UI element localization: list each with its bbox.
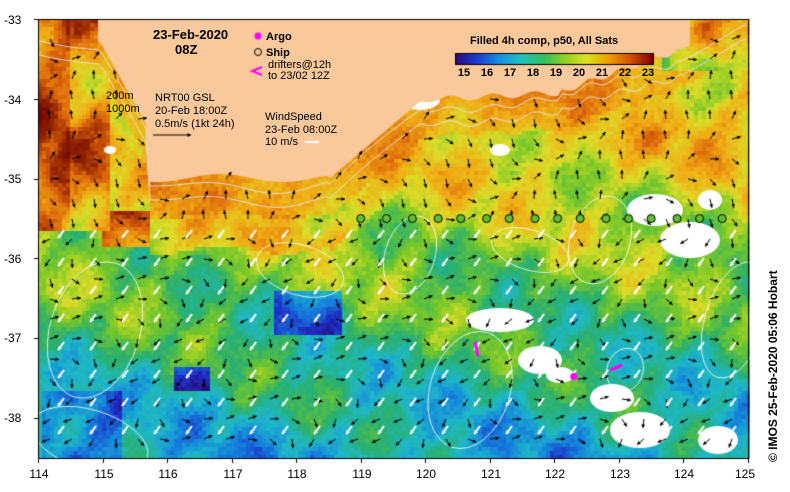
lon-tick: 116 <box>158 467 178 481</box>
lon-tick: 125 <box>734 467 756 481</box>
wind-title: WindSpeed <box>265 111 322 123</box>
lon-tick: 122 <box>544 467 566 481</box>
colorbar-label: 18 <box>526 67 540 79</box>
colorbar-label: 20 <box>572 67 586 79</box>
isobath-1000-label: 1000m <box>106 103 140 115</box>
lat-tick: -34 <box>4 93 22 107</box>
drifters-label-2: to 23/02 12Z <box>268 70 330 82</box>
colorbar-title: Filled 4h comp, p50, All Sats <box>470 35 619 47</box>
colorbar-label: 22 <box>618 67 632 79</box>
current-time: 20-Feb 18:00Z <box>155 105 228 117</box>
lon-tick: 117 <box>223 467 243 481</box>
ship-label: Ship <box>266 47 290 59</box>
wind-time: 23-Feb 08:00Z <box>265 124 338 136</box>
lon-tick: 119 <box>352 467 372 481</box>
lon-tick: 124 <box>673 467 695 481</box>
drifters-label: drifters@12h <box>268 59 332 71</box>
lon-tick: 121 <box>480 467 502 481</box>
lat-tick: -35 <box>4 172 22 186</box>
credit-text: © IMOS 25-Feb-2020 05:06 Hobart <box>766 270 780 462</box>
colorbar-label: 19 <box>549 67 563 79</box>
colorbar-label: 23 <box>641 67 655 79</box>
wind-scale: 10 m/s <box>265 136 299 148</box>
colorbar-label: 16 <box>480 67 494 79</box>
lon-tick: 120 <box>415 467 437 481</box>
map-date: 23-Feb-2020 <box>153 27 229 42</box>
map-hour: 08Z <box>175 42 198 57</box>
current-scale: 0.5m/s (1kt 24h) <box>155 118 235 130</box>
lat-tick: -36 <box>4 252 22 266</box>
colorbar-label: 15 <box>457 67 471 79</box>
lon-tick: 114 <box>29 467 49 481</box>
lat-tick: -37 <box>4 331 22 345</box>
argo-label: Argo <box>266 31 292 43</box>
lon-tick: 123 <box>609 467 631 481</box>
lon-tick: 115 <box>94 467 114 481</box>
colorbar-label: 21 <box>595 67 609 79</box>
lon-tick: 118 <box>287 467 307 481</box>
lat-tick: -33 <box>4 13 22 27</box>
lat-tick: -38 <box>4 411 22 425</box>
colorbar-label: 17 <box>503 67 517 79</box>
current-title: NRT00 GSL <box>155 92 215 104</box>
isobath-200-label: 200m <box>106 90 134 102</box>
